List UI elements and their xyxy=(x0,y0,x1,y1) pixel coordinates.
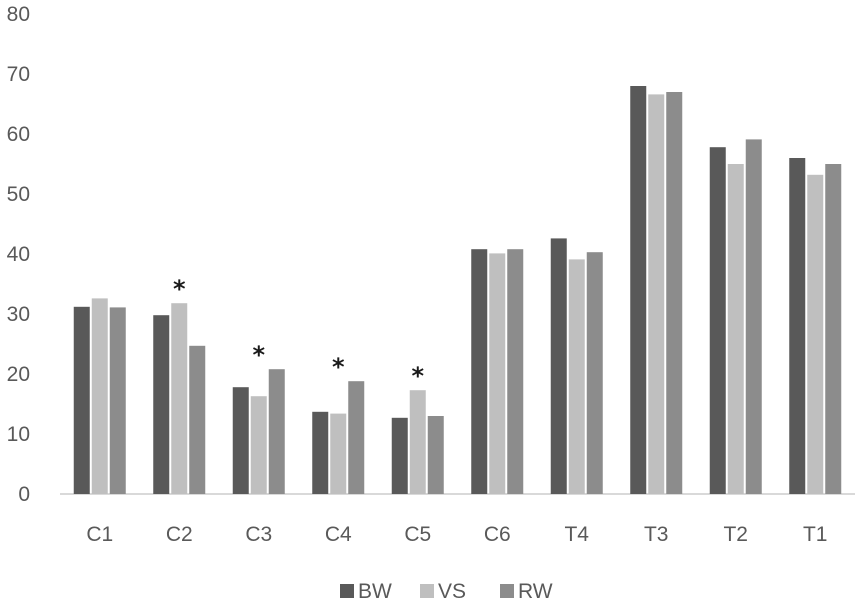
legend: BW VS RW xyxy=(340,580,553,603)
significance-asterisk: * xyxy=(173,275,186,303)
y-tick-label: 20 xyxy=(7,363,30,386)
x-category-label: C5 xyxy=(404,523,431,546)
legend-label-rw: RW xyxy=(518,580,553,603)
legend-swatch-rw xyxy=(500,584,514,598)
bar-rw-c1 xyxy=(109,307,126,494)
y-tick-label: 40 xyxy=(7,243,30,266)
x-category-label: C4 xyxy=(325,523,352,546)
bars-group xyxy=(73,86,842,495)
bar-rw-t1 xyxy=(825,164,842,494)
y-tick-label: 10 xyxy=(7,423,30,446)
significance-asterisk: * xyxy=(411,362,424,390)
x-category-label: T2 xyxy=(723,523,748,546)
bar-vs-c5 xyxy=(409,390,426,494)
bar-vs-c4 xyxy=(330,413,347,494)
bar-vs-t2 xyxy=(727,164,744,494)
bar-bw-t4 xyxy=(550,238,567,494)
bar-bw-c1 xyxy=(73,306,90,494)
bar-vs-c6 xyxy=(489,253,506,494)
bar-vs-c3 xyxy=(250,396,267,494)
legend-swatch-vs xyxy=(420,584,434,598)
bar-bw-t2 xyxy=(709,147,726,494)
bar-bw-c6 xyxy=(471,249,488,494)
bar-rw-t2 xyxy=(745,139,762,494)
x-category-label: C6 xyxy=(484,523,511,546)
y-tick-label: 80 xyxy=(7,3,30,26)
bar-bw-t1 xyxy=(789,158,806,494)
bar-vs-t1 xyxy=(807,174,824,495)
bar-rw-c2 xyxy=(189,345,206,494)
bar-bw-c2 xyxy=(153,315,170,494)
y-tick-label: 30 xyxy=(7,303,30,326)
bar-rw-c4 xyxy=(348,381,365,494)
bar-rw-c5 xyxy=(427,416,444,494)
bar-bw-c4 xyxy=(312,411,329,494)
x-category-label: C1 xyxy=(86,523,113,546)
y-tick-label: 50 xyxy=(7,183,30,206)
x-axis-category-labels: C1 C2 C3 C4 C5 C6 T4 T3 T2 T1 xyxy=(86,523,827,546)
y-axis-ticks: 0 10 20 30 40 50 60 70 80 xyxy=(7,3,30,506)
bar-vs-t3 xyxy=(648,94,665,495)
legend-label-bw: BW xyxy=(358,580,392,603)
bar-vs-c2 xyxy=(171,303,188,494)
y-tick-label: 70 xyxy=(7,63,30,86)
legend-swatch-bw xyxy=(340,584,354,598)
bar-rw-t3 xyxy=(666,92,683,494)
x-category-label: C3 xyxy=(245,523,272,546)
x-category-label: T3 xyxy=(644,523,669,546)
x-category-label: C2 xyxy=(166,523,193,546)
bar-rw-c3 xyxy=(268,369,285,494)
bar-bw-c3 xyxy=(232,387,249,494)
y-tick-label: 0 xyxy=(18,483,30,506)
bar-vs-t4 xyxy=(568,259,585,494)
bar-rw-c6 xyxy=(507,249,524,494)
significance-asterisk: * xyxy=(252,341,265,369)
significance-markers: * * * * xyxy=(173,275,425,390)
bar-rw-t4 xyxy=(586,252,603,494)
significance-asterisk: * xyxy=(332,353,345,381)
legend-label-vs: VS xyxy=(438,580,466,603)
bar-vs-c1 xyxy=(91,298,108,494)
bar-bw-t3 xyxy=(630,86,647,494)
bar-bw-c5 xyxy=(391,417,408,494)
x-category-label: T1 xyxy=(803,523,828,546)
y-tick-label: 60 xyxy=(7,123,30,146)
x-category-label: T4 xyxy=(564,523,589,546)
